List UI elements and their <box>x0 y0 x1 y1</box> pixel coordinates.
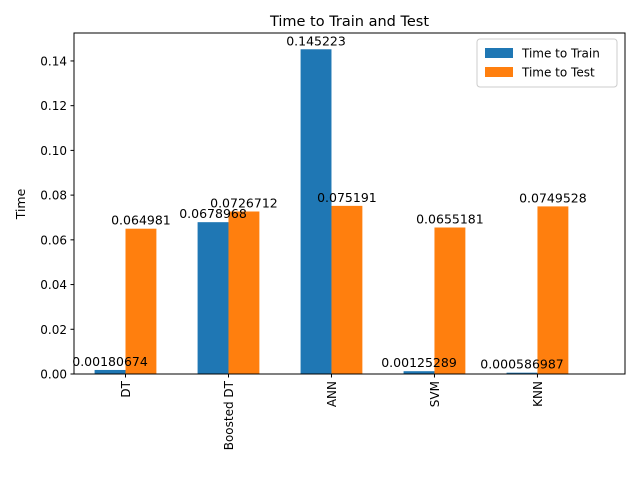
y-tick-label: 0.10 <box>40 144 67 158</box>
legend-label: Time to Test <box>521 66 595 80</box>
y-tick-label: 0.06 <box>40 233 67 247</box>
x-tick-label: Boosted DT <box>222 380 236 450</box>
x-tick-label: ANN <box>325 381 339 407</box>
bar-train <box>197 222 229 374</box>
bar-value-label: 0.00125289 <box>381 355 457 370</box>
bar-value-label: 0.0678968 <box>179 206 247 221</box>
bar-train <box>506 372 538 374</box>
bar-test <box>434 227 466 374</box>
y-axis-label: Time <box>13 188 28 220</box>
plot-frame <box>73 32 626 375</box>
legend: Time to Train Time to Test <box>476 38 618 88</box>
y-tick-label: 0.00 <box>40 368 67 382</box>
legend-label: Time to Train <box>521 47 600 61</box>
y-tick-label: 0.02 <box>40 323 67 337</box>
bar-value-label: 0.0749528 <box>519 190 587 205</box>
bar-train <box>300 49 332 374</box>
bar-test <box>331 205 363 374</box>
bar-value-label: 0.064981 <box>111 213 171 228</box>
y-tick-label: 0.08 <box>40 189 67 203</box>
bar-value-label: 0.000586987 <box>480 357 564 372</box>
bar-value-label: 0.0655181 <box>416 211 484 226</box>
bar-value-label: 0.145223 <box>286 33 346 48</box>
bar-value-label: 0.075191 <box>317 190 377 205</box>
bar-value-label: 0.00180674 <box>72 354 148 369</box>
legend-swatch <box>485 67 513 77</box>
chart-title: Time to Train and Test <box>269 14 429 30</box>
bar-value-label: 0.0726712 <box>210 196 278 211</box>
x-tick-label: DT <box>119 380 133 397</box>
bar-test <box>228 211 260 374</box>
y-tick-label: 0.14 <box>40 54 67 68</box>
ticks-layer: 0.00 0.02 0.04 0.06 0.08 0.10 0.12 0.14 DT Booste… <box>40 54 545 450</box>
y-tick-label: 0.04 <box>40 278 67 292</box>
bar-train <box>94 369 126 374</box>
bar-test <box>537 206 569 374</box>
x-tick-label: SVM <box>428 381 442 407</box>
bar-test <box>125 228 157 374</box>
x-tick-label: KNN <box>531 381 545 407</box>
bars-layer <box>94 49 569 374</box>
y-tick-label: 0.12 <box>40 99 67 113</box>
bar-train <box>403 371 435 374</box>
legend-swatch <box>485 48 513 58</box>
